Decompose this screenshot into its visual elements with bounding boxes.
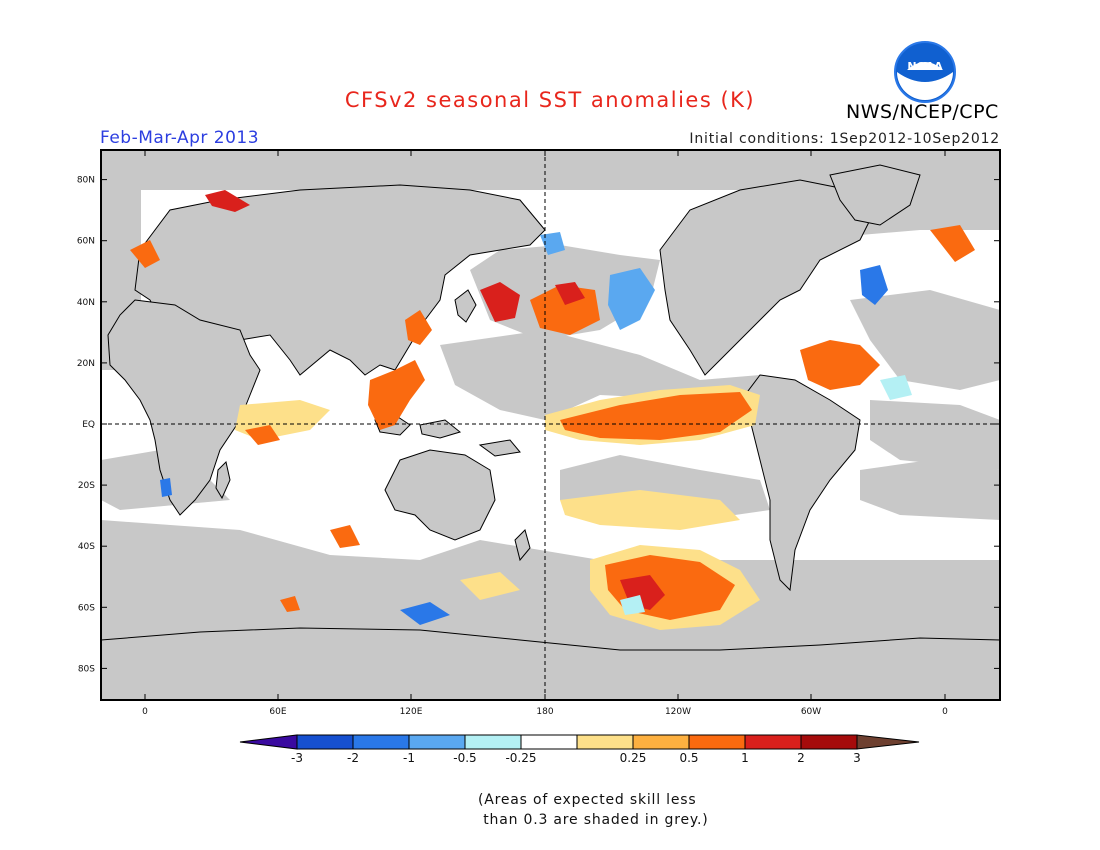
lat-label: EQ <box>82 420 95 430</box>
colorbar-segment <box>464 734 522 750</box>
lon-label: 0 <box>942 707 948 717</box>
lat-label: 40N <box>77 298 95 308</box>
skill-note: (Areas of expected skill less than 0.3 a… <box>478 792 709 828</box>
latitude-ticks: 80N 60N 40N 20N EQ 20S 40S 60S 80S <box>77 176 1000 674</box>
colorbar-left-arrow <box>239 734 298 750</box>
lon-label: 0 <box>142 707 148 717</box>
lat-label: 20S <box>78 481 95 491</box>
lat-label: 40S <box>78 542 95 552</box>
lat-label: 60S <box>78 603 95 613</box>
colorbar-label: -0.25 <box>505 751 536 765</box>
lat-label: 20N <box>77 359 95 369</box>
colorbar-label: -2 <box>347 751 359 765</box>
lon-label: 120W <box>665 707 691 717</box>
colorbar-label: 1 <box>741 751 749 765</box>
colorbar-segment <box>352 734 410 750</box>
colorbar-label: -3 <box>291 751 303 765</box>
lat-label: 80S <box>78 664 95 674</box>
lon-label: 120E <box>400 707 423 717</box>
negative-anomalies <box>160 232 912 625</box>
colorbar: -3 -2 -1 -0.5 -0.25 0.25 0.5 1 2 3 <box>239 734 920 765</box>
continents <box>100 164 1001 701</box>
colorbar-label: 3 <box>853 751 861 765</box>
initial-conditions: Initial conditions: 1Sep2012-10Sep2012 <box>689 131 1000 147</box>
colorbar-segment <box>688 734 746 750</box>
colorbar-label: -0.5 <box>453 751 476 765</box>
colorbar-segment <box>744 734 802 750</box>
colorbar-segment <box>800 734 858 750</box>
colorbar-segment <box>576 734 634 750</box>
colorbar-label: 2 <box>797 751 805 765</box>
colorbar-segment <box>632 734 690 750</box>
colorbar-label: 0.25 <box>620 751 647 765</box>
lon-label: 180 <box>536 707 553 717</box>
lon-label: 60E <box>269 707 286 717</box>
colorbar-label: -1 <box>403 751 415 765</box>
colorbar-label: 0.5 <box>679 751 698 765</box>
colorbar-right-arrow <box>856 734 920 750</box>
noaa-logo-text: NOAA <box>907 60 943 73</box>
colorbar-segment <box>408 734 466 750</box>
map-title: CFSv2 seasonal SST anomalies (K) <box>344 88 756 112</box>
forecast-period: Feb-Mar-Apr 2013 <box>100 128 260 148</box>
colorbar-segment <box>520 734 578 750</box>
colorbar-segment <box>296 734 354 750</box>
noaa-logo: NOAA <box>894 41 956 103</box>
lat-label: 80N <box>77 176 95 186</box>
lat-label: 60N <box>77 237 95 247</box>
agency-label: NWS/NCEP/CPC <box>846 101 999 123</box>
lon-label: 60W <box>801 707 821 717</box>
longitude-ticks: 0 60E 120E 180 120W 60W 0 <box>142 150 948 717</box>
map-frame <box>100 149 1001 701</box>
